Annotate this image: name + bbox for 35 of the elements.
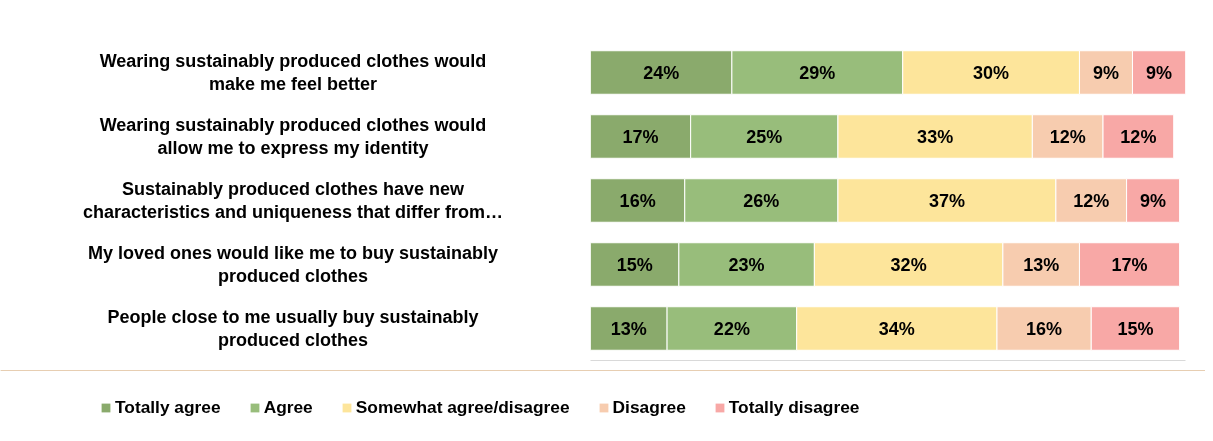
data-label: 16%	[619, 190, 656, 211]
data-label: 30%	[973, 62, 1010, 83]
data-label: 37%	[928, 190, 965, 211]
data-label: 22%	[713, 318, 750, 339]
data-label: 15%	[1117, 318, 1154, 339]
data-label: 29%	[799, 62, 836, 83]
y-tick-label: Sustainably produced clothes have new characteristics and uniqueness that differ from…	[82, 179, 504, 222]
data-label: 9%	[1140, 190, 1167, 211]
y-tick-label: My loved ones would like me to buy sustainably produced clothes	[87, 243, 499, 286]
data-label: 16%	[1026, 318, 1063, 339]
data-label: 9%	[1145, 62, 1172, 83]
data-label: 12%	[1049, 126, 1086, 147]
data-label: 25%	[746, 126, 783, 147]
y-tick-label: People close to me usually buy sustainably produced clothes	[107, 307, 479, 350]
data-label: 33%	[917, 126, 954, 147]
data-label: 12%	[1120, 126, 1157, 147]
legend-label: Agree	[263, 397, 313, 418]
data-label: 12%	[1073, 190, 1110, 211]
data-label: 32%	[890, 254, 927, 275]
y-tick-label: Wearing sustainably produced clothes would make me feel better	[99, 51, 487, 94]
data-label: 15%	[616, 254, 653, 275]
legend-label: Somewhat agree/disagree	[355, 397, 570, 418]
legend-label: Totally agree	[115, 397, 221, 418]
data-label: 26%	[743, 190, 780, 211]
data-label: 34%	[878, 318, 915, 339]
data-label: 13%	[610, 318, 647, 339]
legend-label: Disagree	[612, 397, 686, 418]
legend-label: Totally disagree	[728, 397, 860, 418]
data-label: 13%	[1023, 254, 1060, 275]
data-label: 17%	[622, 126, 659, 147]
data-label: 9%	[1092, 62, 1119, 83]
data-label: 23%	[728, 254, 765, 275]
data-label: 24%	[643, 62, 680, 83]
data-label: 17%	[1111, 254, 1148, 275]
y-tick-label: Wearing sustainably produced clothes would allow me to express my identity	[99, 115, 487, 158]
